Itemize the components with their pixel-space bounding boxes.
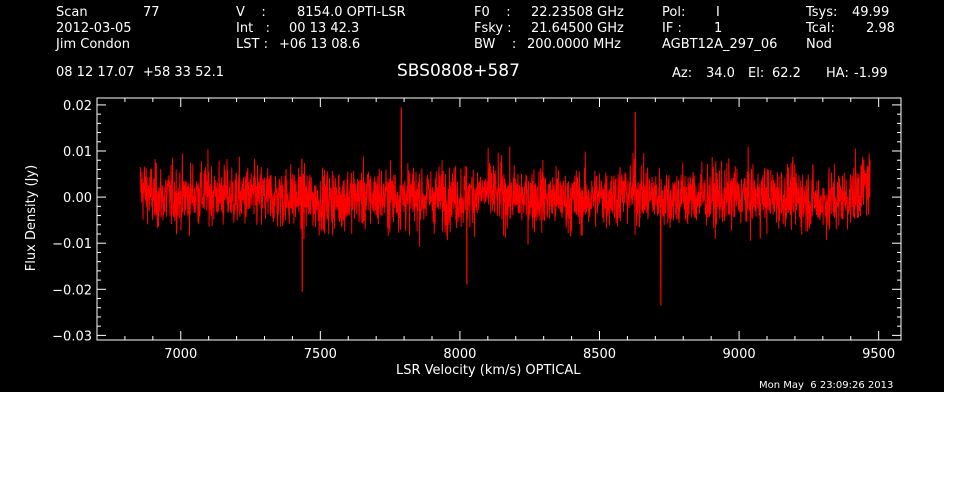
observation-date: 2012-03-05 xyxy=(56,21,132,36)
x-tick-label: 9000 xyxy=(723,347,756,362)
y-axis-label: Flux Density (Jy) xyxy=(24,165,39,271)
y-tick-label: 0.01 xyxy=(63,145,92,160)
ha-label: HA: xyxy=(826,66,849,81)
x-tick-label: 9500 xyxy=(862,347,895,362)
plot-timestamp: Mon May 6 23:09:26 2013 xyxy=(759,380,894,391)
tsys-value: 49.99 xyxy=(852,5,890,20)
axes-layer xyxy=(96,97,902,341)
spectrum-plot: 7000 7500 8000 8500 9000 9500 −0.03 −0.02 −0.01… xyxy=(24,97,902,362)
az-label: Az: xyxy=(672,66,693,81)
x-tick-label: 8500 xyxy=(583,347,616,362)
ha-value: -1.99 xyxy=(854,66,888,81)
x-tick-label: 8000 xyxy=(443,347,476,362)
bw-label: BW : xyxy=(474,37,517,52)
scan-number: 77 xyxy=(143,5,160,20)
bw-value: 200.0000 MHz xyxy=(527,37,621,52)
y-tick-labels: −0.03 −0.02 −0.01 0.00 0.01 0.02 xyxy=(52,99,92,344)
source-name: SBS0808+587 xyxy=(397,61,520,81)
source-coordinates: 08 12 17.07 +58 33 52.1 xyxy=(56,65,225,80)
int-label: Int : xyxy=(236,21,270,36)
spectrum-trace-layer xyxy=(139,107,871,306)
y-tick-label: −0.03 xyxy=(52,329,92,344)
procedure-name: Nod xyxy=(806,37,832,52)
el-value: 62.2 xyxy=(772,66,801,81)
velocity-value: 8154.0 OPTI-LSR xyxy=(297,5,406,20)
y-tick-label: −0.01 xyxy=(52,237,92,252)
tsys-label: Tsys: xyxy=(806,5,838,20)
f0-value: 22.23508 GHz xyxy=(531,5,624,20)
tcal-value: 2.98 xyxy=(866,21,895,36)
pol-value: I xyxy=(716,5,720,20)
project-id: AGBT12A_297_06 xyxy=(662,37,778,52)
int-value: 00 13 42.3 xyxy=(289,21,360,36)
if-value: 1 xyxy=(714,21,723,36)
velocity-label: V : xyxy=(236,5,266,20)
el-label: El: xyxy=(748,66,765,81)
pol-label: Pol: xyxy=(662,5,686,20)
lst-label: LST : xyxy=(236,37,268,52)
x-tick-label: 7500 xyxy=(304,347,337,362)
fsky-value: 21.64500 GHz xyxy=(531,21,624,36)
tcal-label: Tcal: xyxy=(806,21,835,36)
spectrum-trace xyxy=(139,107,871,306)
az-value: 34.0 xyxy=(706,66,735,81)
y-tick-label: 0.00 xyxy=(63,191,92,206)
x-axis-label: LSR Velocity (km/s) OPTICAL xyxy=(396,363,581,378)
x-tick-label: 7000 xyxy=(164,347,197,362)
x-tick-labels: 7000 7500 8000 8500 9000 9500 xyxy=(164,347,895,362)
observer-name: Jim Condon xyxy=(56,37,130,52)
if-label: IF : xyxy=(662,21,682,36)
fsky-label: Fsky : xyxy=(474,21,512,36)
lst-value: +06 13 08.6 xyxy=(279,37,361,52)
plot-frame xyxy=(96,97,902,341)
plot-window: Scan 77 V : 8154.0 OPTI-LSR F0 : 22.2350… xyxy=(0,0,944,392)
y-tick-label: −0.02 xyxy=(52,283,92,298)
y-tick-label: 0.02 xyxy=(63,99,92,114)
scan-label: Scan xyxy=(56,5,88,20)
f0-label: F0 : xyxy=(474,5,511,20)
